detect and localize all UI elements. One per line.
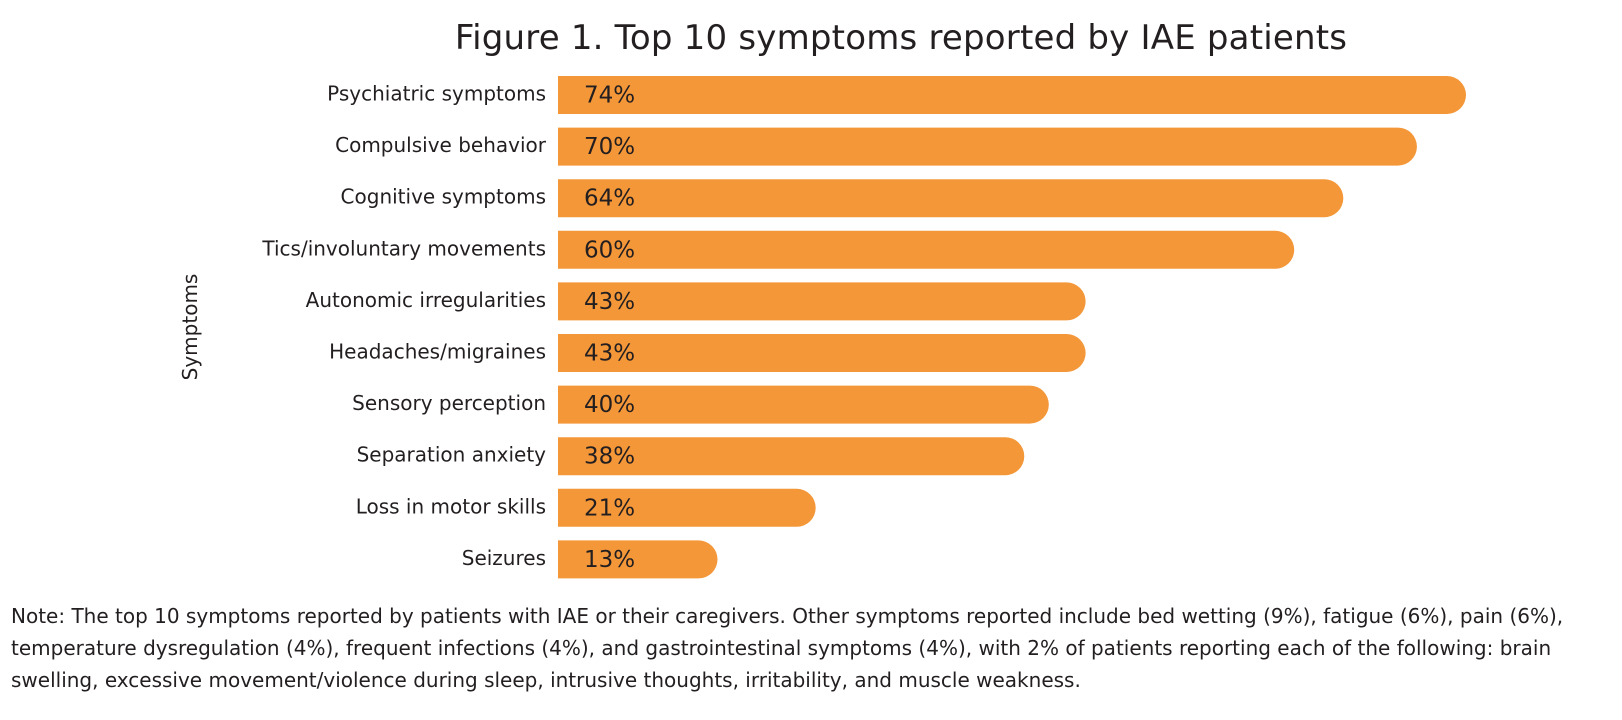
bar-row: Seizures 13% — [462, 540, 718, 579]
category-label: Cognitive symptoms — [341, 185, 546, 209]
bar-row: Headaches/migraines 43% — [329, 334, 1086, 372]
bar — [558, 127, 1417, 166]
data-label: 74% — [584, 83, 635, 109]
category-label: Sensory perception — [352, 391, 546, 415]
bar — [558, 540, 718, 579]
bar — [558, 385, 1049, 424]
bar — [558, 334, 1086, 372]
data-label: 38% — [584, 444, 635, 470]
data-label: 40% — [584, 392, 635, 418]
bar-row: Separation anxiety 38% — [357, 437, 1025, 476]
chart-title: Figure 1. Top 10 symptoms reported by IA… — [454, 18, 1348, 58]
category-label: Compulsive behavior — [335, 133, 547, 157]
y-axis-label: Symptoms — [178, 274, 202, 381]
category-label: Tics/involuntary movements — [261, 236, 546, 260]
data-label: 43% — [584, 289, 635, 315]
bar-row: Cognitive symptoms 64% — [341, 179, 1344, 218]
data-label: 60% — [584, 237, 635, 263]
bar-row: Psychiatric symptoms 74% — [327, 76, 1466, 114]
data-label: 64% — [584, 186, 635, 212]
data-label: 21% — [584, 495, 635, 521]
category-label: Separation anxiety — [357, 443, 547, 467]
category-label: Autonomic irregularities — [306, 288, 546, 312]
bar — [558, 437, 1025, 476]
bar-row: Autonomic irregularities 43% — [306, 282, 1086, 321]
data-label: 43% — [584, 341, 635, 367]
bar-row: Tics/involuntary movements 60% — [261, 230, 1295, 269]
data-label: 70% — [584, 134, 635, 160]
bar — [558, 230, 1295, 269]
bar — [558, 282, 1086, 321]
bar-row: Loss in motor skills 21% — [356, 488, 816, 527]
bar-chart: Symptoms Psychiatric symptoms 74% Compulsi… — [178, 76, 1466, 579]
data-label: 13% — [584, 547, 635, 573]
category-label: Seizures — [462, 546, 546, 570]
bar — [558, 179, 1344, 218]
category-label: Psychiatric symptoms — [327, 82, 546, 106]
bar-row: Sensory perception 40% — [352, 385, 1049, 424]
bars-layer: Psychiatric symptoms 74% Compulsive behavi… — [261, 76, 1466, 579]
bar — [558, 76, 1466, 114]
category-label: Loss in motor skills — [356, 494, 546, 518]
category-label: Headaches/migraines — [329, 340, 546, 364]
footnote: Note: The top 10 symptoms reported by pa… — [11, 604, 1564, 692]
bar — [558, 488, 816, 527]
bar-row: Compulsive behavior 70% — [335, 127, 1417, 166]
